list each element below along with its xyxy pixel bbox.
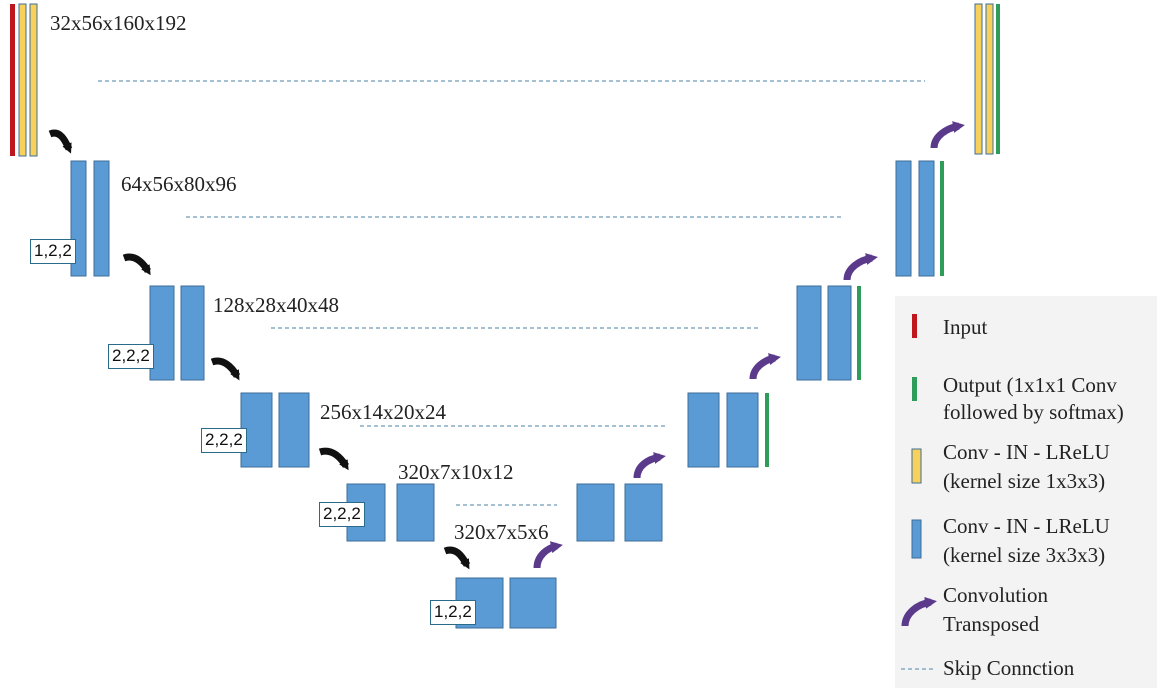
input-bar [10,4,15,156]
legend-conv-3x3x3-swatch [911,519,922,559]
conv-3x3x3-block [918,160,935,277]
conv-transposed-arrow [749,353,781,380]
shape-label: 64x56x80x96 [121,172,237,196]
conv-1x3x3-block [985,3,994,155]
shape-label: 320x7x10x12 [398,460,514,484]
legend-skip-label: Skip Connction [943,656,1075,680]
conv-3x3x3-block [149,285,175,381]
shape-label: 256x14x20x24 [320,400,446,424]
shape-label: 128x28x40x48 [213,293,339,317]
shape-label: 32x56x160x192 [50,11,187,35]
legend-conv-transposed-icon [901,596,937,627]
legend: Input Output (1x1x1 Conv followed by sof… [895,296,1157,688]
conv-transposed-arrow [633,452,666,479]
legend-conv133-label-2: (kernel size 1x3x3) [943,469,1106,493]
downsample-arrow [122,253,151,276]
conv-transposed-arrow [843,253,878,281]
legend-output-swatch [912,377,917,401]
shape-label: 320x7x5x6 [454,520,549,544]
conv-1x3x3-block [29,3,38,157]
stride-label: 2,2,2 [108,344,154,369]
legend-symbols [901,314,937,670]
conv-1x3x3-block [18,3,27,157]
conv-3x3x3-block [93,160,110,277]
conv-3x3x3-block [624,483,663,542]
legend-output-label-2: followed by softmax) [943,400,1124,424]
stride-label: 1,2,2 [430,600,476,625]
conv-3x3x3-block [576,483,615,542]
conv-1x3x3-block [974,3,983,155]
stride-label: 2,2,2 [201,428,247,453]
conv-3x3x3-block [726,392,759,468]
legend-conv333-label-1: Conv - IN - LReLU [943,514,1110,538]
stride-label: 1,2,2 [30,239,76,264]
conv-3x3x3-block [509,577,557,629]
legend-input-label: Input [943,315,988,339]
output-bar [857,286,861,380]
downsample-arrow [443,546,471,570]
conv-3x3x3-block [180,285,205,381]
conv-3x3x3-block [827,285,852,381]
legend-conv-1x3x3-swatch [911,448,922,484]
downsample-arrow [48,129,73,154]
conv-transposed-arrow [533,541,563,569]
conv-3x3x3-block [396,483,435,542]
conv-3x3x3-block [796,285,822,381]
legend-transposed-label-1: Convolution [943,583,1049,607]
conv-3x3x3-block [895,160,912,277]
conv-3x3x3-block [687,392,720,468]
legend-conv333-label-2: (kernel size 3x3x3) [943,543,1106,567]
legend-output-label-1: Output (1x1x1 Conv [943,373,1117,397]
conv-3x3x3-block [278,392,310,468]
output-bar [996,4,1000,154]
conv-transposed-arrow [930,121,965,149]
legend-conv133-label-1: Conv - IN - LReLU [943,440,1110,464]
output-bar [765,393,769,467]
legend-transposed-label-2: Transposed [943,612,1040,636]
downsample-arrow [210,357,241,381]
legend-input-swatch [912,314,917,338]
output-bar [940,161,944,276]
downsample-arrow [318,447,349,471]
stride-label: 2,2,2 [319,502,365,527]
